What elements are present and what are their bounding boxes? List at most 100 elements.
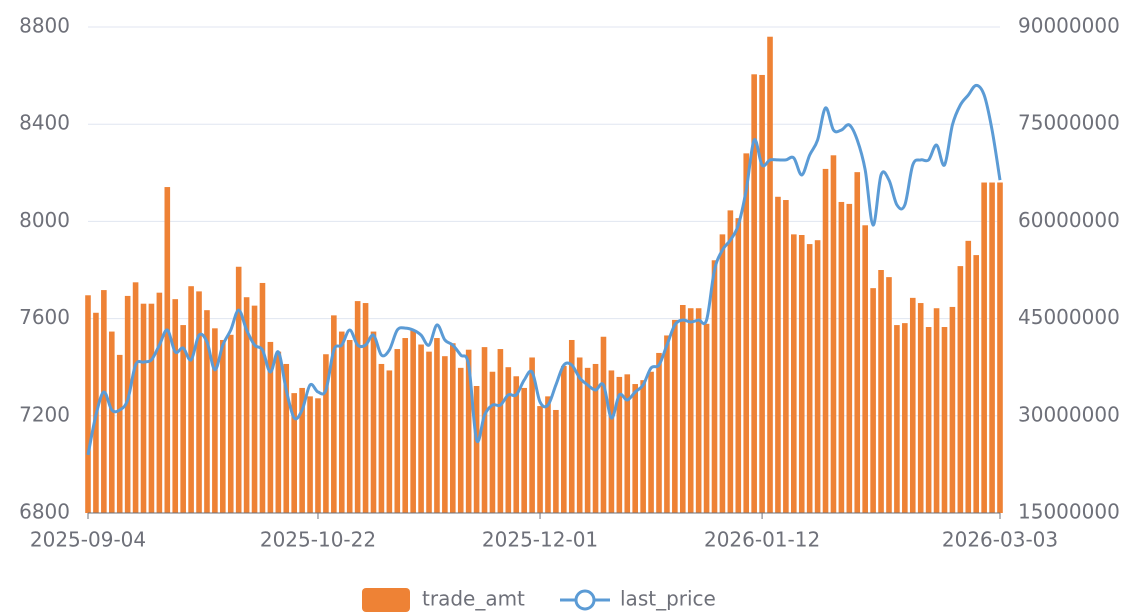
bar [497,349,504,513]
bar [576,357,583,513]
bar [259,282,266,513]
bar [775,196,781,513]
bar [378,363,385,513]
bar [759,74,765,514]
bar [624,374,631,513]
bar [886,277,892,513]
bar [687,308,694,513]
bar [338,331,345,513]
bar [917,303,924,513]
bar [101,290,107,513]
y2-tick-label: 15000000 [1018,500,1120,524]
bar [521,387,527,513]
y2-tick-label: 45000000 [1018,305,1120,329]
bar [830,155,837,513]
bar [862,225,868,513]
bar [672,319,678,513]
bar [957,266,964,513]
bar [902,323,908,513]
bar [307,396,313,513]
bar [450,343,456,513]
bar [767,36,773,513]
bar [370,331,377,513]
bar [164,187,171,513]
bar [965,240,972,513]
y-tick-label: 6800 [19,500,70,524]
bar [870,288,876,513]
y2-tick-label: 30000000 [1018,402,1120,426]
bar [402,338,409,513]
y2-tick-label: 75000000 [1018,111,1120,135]
bar [608,370,615,513]
bar [735,218,742,513]
legend-swatch [362,588,410,612]
bar [315,398,321,513]
bar [616,376,623,513]
bar [743,153,750,514]
bar [108,331,115,513]
bar [85,295,91,513]
bar [537,406,543,513]
bar [465,349,472,513]
bar [798,235,805,513]
bar [172,299,179,513]
y-tick-label: 8000 [19,208,70,232]
bar [473,385,480,513]
bar [949,306,956,513]
y2-tick-label: 60000000 [1018,208,1120,232]
bar [505,367,512,513]
bar [418,344,424,513]
bar [156,292,163,513]
bar [386,370,393,513]
bar [212,328,218,513]
x-tick-label: 2025-12-01 [482,528,598,552]
bar [148,303,155,513]
bar [323,354,329,513]
bar [878,270,884,513]
bar [632,384,638,513]
bar [188,286,194,513]
bar [267,341,274,513]
bar [426,351,432,513]
bar [331,315,337,513]
bar [838,201,845,513]
y-tick-label: 8400 [19,111,70,135]
bar [283,363,290,513]
bar [243,297,250,513]
bar [806,244,813,513]
bar [513,376,520,513]
bar [132,282,139,513]
bar [997,182,1003,513]
y-tick-label: 7200 [19,402,70,426]
bar [410,330,416,513]
bar [664,335,670,513]
bar [220,339,226,513]
bar [727,210,734,513]
bar [600,336,607,513]
bar [894,325,900,513]
bar [981,182,987,513]
bar [251,305,258,513]
bar [196,291,202,513]
bar [140,303,147,513]
legend-label: trade_amt [422,587,525,611]
bar [854,172,861,514]
bar [751,74,757,513]
bar [640,380,646,513]
bar [973,255,980,513]
bar [695,308,702,513]
x-tick-label: 2025-10-22 [260,528,376,552]
bar [442,356,448,513]
bar [434,338,440,513]
bar [116,354,123,513]
bar [561,365,567,513]
bar [822,168,829,514]
bar [703,323,710,513]
bar [568,339,575,513]
bar [299,387,305,513]
bar [275,351,282,513]
price-line [86,83,1002,456]
y-tick-label: 7600 [19,305,70,329]
bar [227,334,234,513]
